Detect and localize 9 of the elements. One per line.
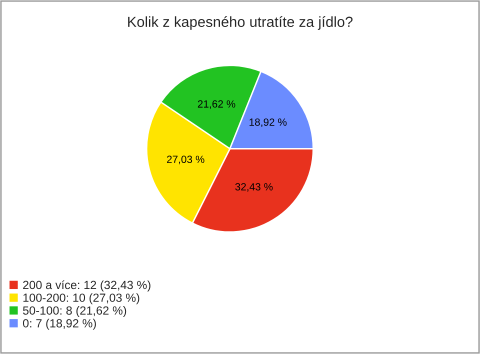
data-label: 21,62 % — [198, 100, 236, 109]
legend-label: 50-100: 8 (21,62 %) — [22, 306, 126, 318]
data-label: 32,43 % — [235, 183, 273, 192]
legend-label: 200 a více: 12 (32,43 %) — [23, 280, 150, 292]
legend-label: 0: 7 (18,92 %) — [22, 318, 96, 330]
chart-title: Kolik z kapesného utratíte za jídlo? — [128, 16, 353, 30]
legend-label: 100-200: 10 (27,03 %) — [23, 293, 140, 304]
data-label: 27,03 % — [167, 156, 204, 164]
data-label: 18,92 % — [250, 118, 287, 128]
